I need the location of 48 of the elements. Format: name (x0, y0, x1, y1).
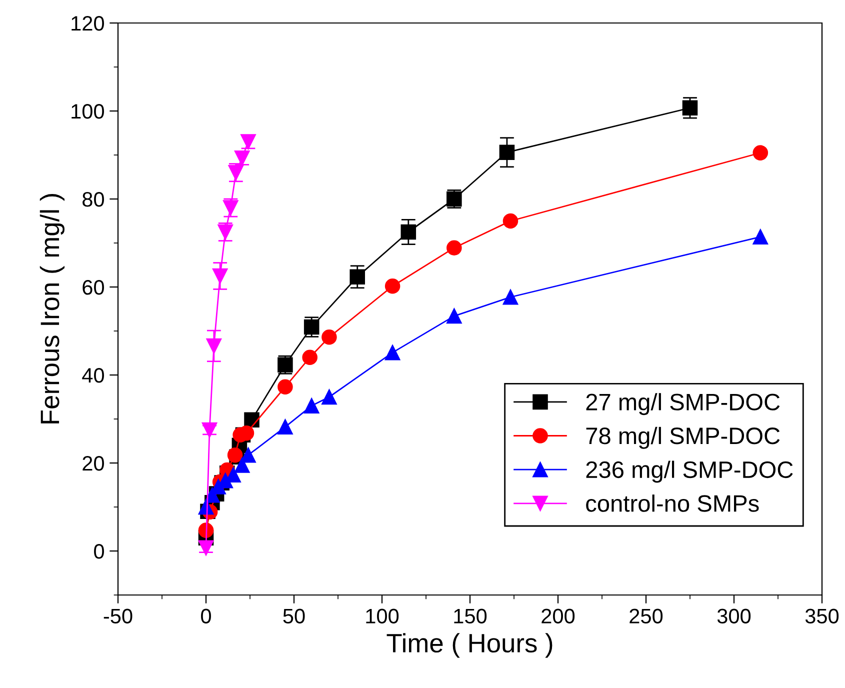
y-tick-label: 80 (82, 192, 104, 207)
point (446, 308, 462, 324)
point (384, 278, 400, 294)
point (206, 338, 222, 354)
x-tick-label: 350 (805, 608, 839, 624)
point (384, 344, 400, 360)
point (304, 398, 320, 414)
point (446, 240, 462, 256)
point (499, 144, 515, 160)
x-tick-label: -50 (104, 608, 132, 624)
point (752, 229, 768, 244)
point (240, 134, 256, 150)
point (240, 447, 256, 463)
x-tick-label: 250 (630, 608, 663, 624)
point (244, 412, 260, 428)
point (502, 213, 518, 229)
x-tick-label: 200 (542, 608, 575, 624)
legend-label: 78 mg/l SMP-DOC (586, 426, 780, 449)
point (752, 145, 768, 160)
x-tick-label: 0 (201, 608, 211, 624)
point (198, 540, 214, 556)
point (302, 350, 318, 366)
y-tick-label: 20 (82, 456, 104, 471)
point (234, 458, 250, 473)
point (322, 389, 337, 405)
point (226, 467, 241, 483)
x-tick-label: 100 (366, 608, 399, 624)
y-tick-label: 100 (72, 104, 104, 119)
y-tick-label: 120 (72, 16, 104, 31)
y-tick-label: 40 (82, 368, 104, 383)
x-tick-label: 50 (283, 608, 305, 624)
point (278, 379, 293, 395)
x-tick-label: 150 (454, 608, 487, 624)
point (278, 419, 293, 435)
point (400, 224, 416, 240)
legend-label: control-no SMPs (586, 494, 759, 512)
legend-label: 27 mg/l SMP-DOC (586, 393, 780, 416)
y-tick-label: 0 (94, 544, 104, 559)
x-axis-title: Time ( Hours ) (386, 633, 552, 658)
point (322, 330, 337, 345)
point (502, 289, 518, 305)
point (212, 268, 228, 284)
y-tick-label: 60 (82, 280, 104, 295)
point (350, 269, 365, 285)
x-tick-label: 300 (717, 608, 751, 624)
legend-label: 236 mg/l SMP-DOC (586, 460, 793, 483)
point (682, 100, 698, 116)
y-axis-title: Ferrous Iron ( mg/l ) (40, 194, 64, 424)
